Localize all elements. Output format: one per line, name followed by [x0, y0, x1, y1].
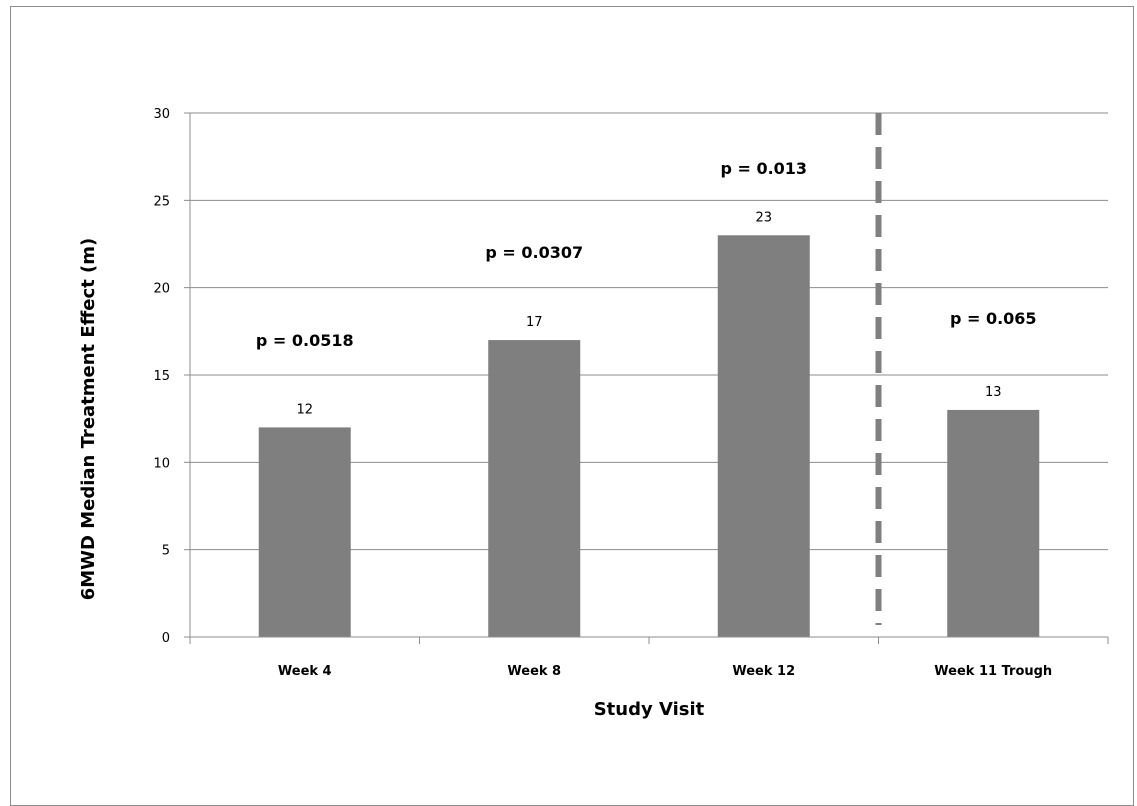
- axes: [184, 112, 1109, 644]
- data-label: 17: [526, 315, 543, 330]
- x-tick-label: Week 8: [507, 664, 561, 679]
- bars: [258, 235, 1040, 637]
- y-tick-label: 20: [153, 282, 170, 297]
- x-tick-label: Week 11 Trough: [934, 664, 1052, 679]
- y-tick-label: 0: [162, 631, 170, 646]
- data-label: 13: [985, 385, 1002, 400]
- x-axis-title: Study Visit: [594, 699, 705, 720]
- y-tick-label: 10: [153, 456, 170, 471]
- p-value-annotation: p = 0.065: [950, 309, 1037, 328]
- x-tick-label: Week 12: [732, 664, 795, 679]
- p-value-annotation: p = 0.013: [720, 159, 807, 178]
- labels: 0 5 10 15 20 25 30 12 Week 4 p = 0.0518 17 Week 8 p …: [153, 107, 1052, 679]
- bar: [488, 340, 581, 637]
- y-tick-label: 30: [153, 107, 170, 122]
- y-tick-label: 5: [162, 544, 170, 559]
- x-tick-label: Week 4: [278, 664, 332, 679]
- bar: [947, 409, 1040, 637]
- data-label: 23: [755, 210, 772, 225]
- y-tick-label: 25: [153, 194, 170, 209]
- bar: [717, 235, 810, 637]
- p-value-annotation: p = 0.0307: [485, 243, 583, 262]
- y-tick-label: 15: [153, 369, 170, 384]
- y-axis-title: 6MWD Median Treatment Effect (m): [78, 238, 99, 601]
- data-label: 12: [296, 402, 313, 417]
- p-value-annotation: p = 0.0518: [256, 331, 354, 350]
- bar: [258, 427, 351, 637]
